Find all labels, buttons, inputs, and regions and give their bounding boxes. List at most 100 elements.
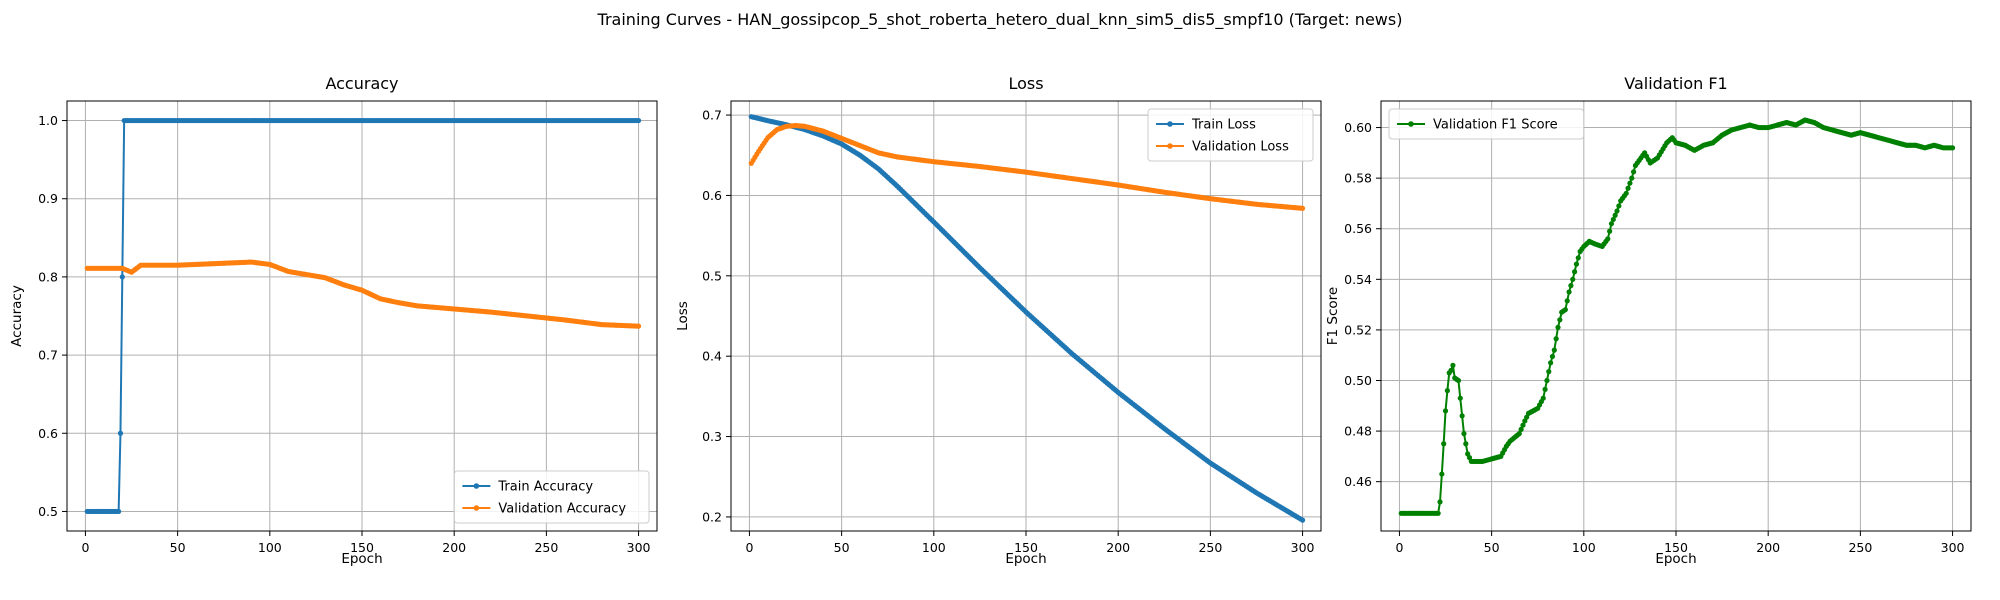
loss-y-ticks: 0.2 0.3 0.4 0.5 0.6 0.7	[702, 108, 731, 524]
f1-y-tick-label: 0.60	[1344, 120, 1372, 135]
validation-f1-score-point	[1516, 431, 1522, 437]
validation-f1-score-point	[1610, 216, 1616, 223]
validation-f1-score-point	[1568, 283, 1574, 289]
loss-x-tick-label: 100	[922, 540, 946, 555]
accuracy-y-tick-label: 1.0	[38, 113, 58, 128]
accuracy-x-tick-label: 0	[81, 540, 89, 555]
f1-y-tick-label: 0.56	[1344, 221, 1372, 236]
f1-x-tick-label: 200	[1756, 540, 1780, 555]
validation-f1-score-point	[1562, 307, 1568, 313]
f1-y-tick-label: 0.54	[1344, 272, 1372, 287]
accuracy-x-tick-label: 50	[170, 540, 186, 555]
f1-legend: Validation F1 Score	[1388, 108, 1585, 140]
f1-y-ticks: 0.46 0.48 0.50 0.52 0.54 0.56 0.58 0.60	[1344, 120, 1381, 489]
validation-f1-score-point	[1520, 422, 1526, 428]
validation-f1-score-point	[1614, 208, 1620, 214]
f1-y-tick-label: 0.52	[1344, 322, 1372, 337]
train-loss-line	[751, 115, 1304, 522]
f1-series	[1398, 117, 1956, 516]
validation-loss-legend-label: Validation Loss	[1192, 140, 1289, 155]
validation-f1-score-point	[1564, 298, 1570, 304]
accuracy-y-tick-label: 0.8	[38, 269, 58, 284]
validation-f1-score-markers	[1398, 117, 1956, 516]
accuracy-x-tick-label: 300	[627, 540, 651, 555]
validation-f1-score-point	[1435, 510, 1441, 516]
f1-x-ticks: 0 50 100 150 200 250 300	[1395, 531, 1965, 555]
validation-f1-score-point	[1557, 317, 1563, 323]
loss-y-tick-label: 0.7	[702, 108, 722, 123]
accuracy-x-ticks: 0 50 100 150 200 250 300	[81, 531, 651, 555]
f1-grid	[1381, 101, 1971, 531]
loss-y-tick-label: 0.2	[702, 509, 722, 524]
f1-y-tick-label: 0.48	[1344, 424, 1372, 439]
loss-x-ticks: 0 50 100 150 200 250 300	[745, 531, 1315, 555]
loss-x-tick-label: 50	[834, 540, 850, 555]
accuracy-title: Accuracy	[325, 74, 398, 93]
validation-f1-score-point	[1546, 369, 1552, 375]
validation-f1-score-line	[1401, 118, 1953, 515]
loss-y-tick-label: 0.6	[702, 188, 722, 203]
loss-x-tick-label: 150	[1014, 540, 1038, 555]
f1-legend-box	[1388, 108, 1585, 140]
loss-x-tick-label: 0	[745, 540, 753, 555]
validation-f1-score-point	[1629, 175, 1635, 181]
accuracy-x-tick-label: 100	[258, 540, 282, 555]
validation-accuracy-legend-label: Validation Accuracy	[498, 502, 626, 517]
validation-f1-score-point	[1623, 190, 1629, 196]
validation-f1-score-legend-marker	[1408, 121, 1414, 127]
f1-panel: 0 50 100 150 200 250 300 0.460.480.500.520.540…	[1325, 74, 1972, 567]
accuracy-y-tick-label: 0.5	[38, 504, 58, 519]
validation-f1-score-point	[1555, 324, 1561, 330]
validation-f1-score-point	[1439, 471, 1445, 477]
accuracy-y-ticks: 0.5 0.6 0.7 0.8 0.9 1.0	[38, 113, 67, 519]
validation-f1-score-point	[1627, 180, 1633, 186]
f1-title: Validation F1	[1624, 74, 1727, 93]
validation-f1-score-point	[1573, 261, 1580, 267]
loss-y-axis-label: Loss	[675, 301, 691, 331]
validation-f1-score-point	[1553, 336, 1559, 342]
validation-f1-score-point	[1540, 395, 1546, 401]
accuracy-y-tick-label: 0.6	[38, 426, 58, 441]
f1-x-tick-label: 150	[1664, 540, 1688, 555]
loss-y-tick-label: 0.3	[702, 429, 722, 444]
validation-f1-score-point	[1630, 169, 1637, 175]
f1-x-tick-label: 250	[1848, 540, 1872, 555]
accuracy-series	[84, 117, 642, 515]
f1-x-tick-label: 300	[1941, 540, 1965, 555]
loss-x-tick-label: 200	[1106, 540, 1130, 555]
loss-y-tick-label: 0.5	[702, 268, 722, 283]
validation-f1-score-point	[1551, 347, 1557, 353]
validation-f1-score-point	[1544, 377, 1550, 384]
validation-f1-score-point	[1437, 499, 1443, 505]
accuracy-legend: Train Accuracy Validation Accuracy	[453, 470, 650, 524]
validation-f1-score-point	[1442, 408, 1449, 414]
validation-f1-score-point	[1518, 426, 1524, 432]
validation-f1-score-point	[1571, 269, 1578, 275]
validation-accuracy-markers	[84, 259, 642, 329]
validation-f1-score-point	[1455, 377, 1462, 384]
loss-x-tick-label: 250	[1198, 540, 1222, 555]
validation-f1-score-point	[1605, 236, 1611, 242]
validation-f1-score-point	[1575, 255, 1581, 261]
train-accuracy-point	[117, 430, 124, 436]
validation-f1-score-point	[1566, 289, 1572, 295]
f1-x-tick-label: 100	[1572, 540, 1596, 555]
validation-f1-score-point	[1457, 395, 1463, 401]
validation-f1-score-point	[1570, 276, 1576, 282]
validation-f1-score-point	[1612, 212, 1618, 218]
validation-f1-score-point	[1616, 203, 1622, 209]
accuracy-x-axis-label: Epoch	[341, 551, 382, 567]
figure-title: Training Curves - HAN_gossipcop_5_shot_r…	[597, 10, 1403, 30]
train-accuracy-point	[119, 274, 125, 280]
accuracy-x-tick-label: 250	[534, 540, 558, 555]
validation-f1-score-point	[1459, 413, 1465, 419]
validation-f1-score-point	[1542, 386, 1548, 392]
validation-f1-score-point	[1441, 441, 1447, 447]
validation-f1-score-point	[1607, 228, 1613, 234]
f1-x-axis-label: Epoch	[1655, 551, 1696, 567]
train-accuracy-markers	[84, 117, 642, 515]
train-loss-legend-label: Train Loss	[1191, 118, 1256, 133]
validation-f1-score-legend-label: Validation F1 Score	[1433, 118, 1558, 133]
validation-f1-score-point	[1949, 145, 1956, 151]
